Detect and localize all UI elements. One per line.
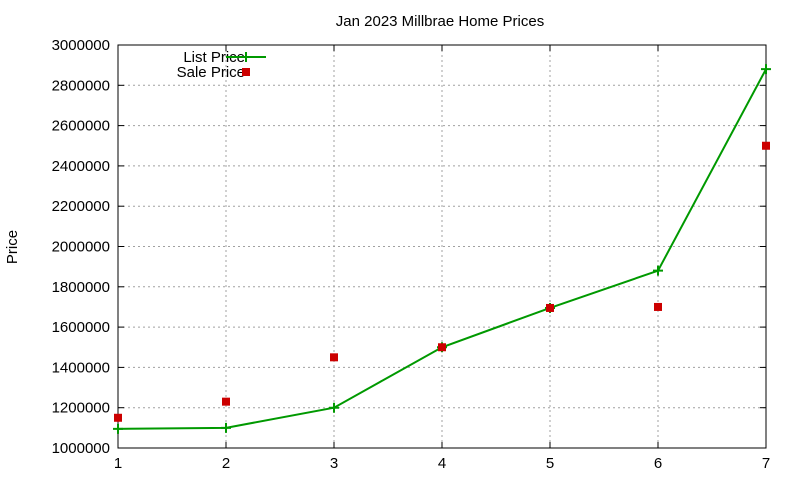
x-tick-label: 2 — [222, 455, 230, 472]
y-tick-label: 1800000 — [52, 279, 110, 296]
x-tick-label: 6 — [654, 455, 662, 472]
x-tick-label: 5 — [546, 455, 554, 472]
legend-label-list-price: List Price — [183, 49, 245, 66]
sale-price-point — [222, 397, 230, 406]
sale-price-point — [438, 343, 446, 352]
grid-lines — [118, 45, 766, 448]
list-price-line — [117, 68, 767, 430]
x-tick-label: 3 — [330, 455, 338, 472]
y-tick-label: 2200000 — [52, 198, 110, 215]
y-tick-label: 2800000 — [52, 77, 110, 94]
y-axis-label: Price — [4, 230, 21, 264]
x-tick-label: 1 — [114, 455, 122, 472]
y-tick-label: 1000000 — [52, 440, 110, 457]
axis-ticks: 1000000 1200000 1400000 1600000 1800000 20000… — [52, 37, 771, 472]
list-price-point — [221, 422, 231, 433]
y-tick-label: 2000000 — [52, 239, 110, 256]
y-tick-label: 1200000 — [52, 400, 110, 417]
y-tick-label: 1400000 — [52, 359, 110, 376]
x-tick-label: 4 — [438, 455, 446, 472]
legend-label-sale-price: Sale Price — [177, 64, 245, 81]
y-tick-label: 3000000 — [52, 37, 110, 54]
legend-swatch-sale-price — [242, 68, 250, 76]
sale-price-point — [654, 302, 662, 311]
list-price-point — [329, 402, 339, 413]
chart-title: Jan 2023 Millbrae Home Prices — [336, 13, 544, 30]
series-layer — [113, 64, 771, 434]
list-price-point — [113, 423, 123, 434]
legend-marker-list-price — [241, 52, 251, 62]
y-tick-label: 1600000 — [52, 319, 110, 336]
sale-price-point — [330, 353, 338, 362]
plot-frame — [117, 44, 767, 449]
list-price-point — [761, 64, 771, 75]
sale-price-point — [546, 303, 554, 312]
sale-price-point — [762, 141, 770, 150]
list-price-point — [653, 265, 663, 276]
y-tick-label: 2600000 — [52, 118, 110, 135]
sale-price-point — [114, 413, 122, 422]
x-tick-label: 7 — [762, 455, 770, 472]
y-tick-label: 2400000 — [52, 158, 110, 175]
